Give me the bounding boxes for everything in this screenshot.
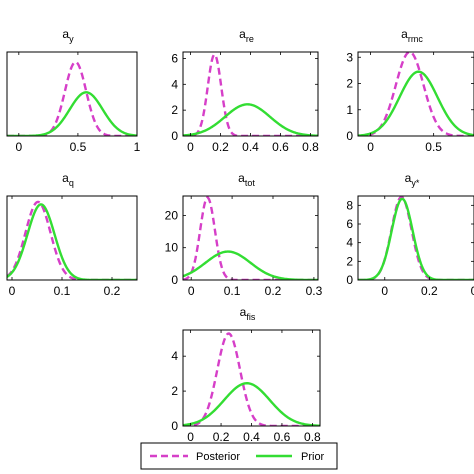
y-tick-label: 0 — [171, 273, 178, 287]
y-tick-label: 2 — [346, 77, 353, 91]
x-tick-label: 0.8 — [302, 140, 319, 154]
posterior-curve — [183, 53, 318, 136]
panel-title: ay — [62, 27, 74, 44]
y-tick-label: 0 — [346, 129, 353, 143]
y-tick-label: 0 — [171, 129, 178, 143]
x-tick-label: 0 — [381, 284, 388, 298]
prior-curve — [183, 103, 318, 136]
panel-title: atot — [238, 171, 255, 188]
y-tick-label: 2 — [346, 254, 353, 268]
posterior-curve — [7, 60, 137, 136]
legend-posterior-label: Posterior — [196, 451, 240, 463]
panel-title: afis — [240, 305, 256, 322]
panel-a-fis: 0 0.2 0.4 0.6 0.8 0 2 4 afis — [171, 305, 321, 444]
x-tick-label: 0 — [188, 284, 195, 298]
y-tick-label: 3 — [346, 50, 353, 64]
axes-frame — [182, 195, 319, 281]
x-tick-label: 0.2 — [104, 284, 121, 298]
x-tick-label: 0.6 — [272, 140, 289, 154]
prior-curve — [7, 91, 137, 136]
y-tick-label: 0 — [171, 419, 178, 433]
y-tick-label: 6 — [171, 51, 178, 65]
panel-title: are — [239, 27, 254, 44]
axes-frame — [182, 329, 321, 427]
x-tick-label: 0.5 — [425, 140, 442, 154]
y-tick-label: 1 — [346, 103, 353, 117]
x-tick-label: 0.5 — [70, 140, 87, 154]
prior-curve — [183, 250, 318, 280]
x-tick-label: 0.2 — [212, 140, 229, 154]
axes-frame — [6, 51, 138, 137]
y-tick-label: 2 — [171, 103, 178, 117]
y-tick-label: 0 — [346, 273, 353, 287]
x-tick-label: 0 — [9, 284, 16, 298]
posterior-curve — [7, 200, 137, 280]
axes-frame — [357, 195, 474, 281]
x-tick-label: 1 — [134, 140, 141, 154]
x-tick-label: 0.4 — [242, 140, 259, 154]
panel-title: ay* — [405, 171, 420, 188]
panel-a-rmc: 0 0.5 0 1 2 3 armc — [346, 27, 474, 154]
axes-frame — [6, 195, 138, 281]
x-tick-label: 0.8 — [304, 430, 321, 444]
prior-curve — [7, 203, 137, 280]
x-tick-label: 0.2 — [213, 430, 230, 444]
legend: Posterior Prior — [140, 442, 338, 470]
axes-frame — [182, 51, 319, 137]
panel-title: armc — [401, 27, 423, 44]
prior-curve — [183, 382, 320, 426]
panel-a-y: 0 0.5 1 ay — [6, 27, 141, 154]
x-tick-label: 0.1 — [224, 284, 241, 298]
posterior-curve — [183, 196, 318, 280]
y-tick-label: 20 — [165, 208, 179, 222]
y-tick-label: 4 — [171, 77, 178, 91]
y-tick-label: 4 — [346, 236, 353, 250]
prior-curve — [358, 197, 474, 280]
x-tick-label: 0 — [367, 140, 374, 154]
x-tick-label: 0 — [187, 430, 194, 444]
y-tick-label: 4 — [171, 349, 178, 363]
x-tick-label: 0.3 — [306, 284, 323, 298]
panel-a-re: 0 0.2 0.4 0.6 0.8 0 2 4 6 are — [171, 27, 319, 154]
posterior-curve — [358, 52, 474, 136]
y-tick-label: 2 — [171, 384, 178, 398]
y-tick-label: 8 — [346, 198, 353, 212]
panel-title: aq — [62, 171, 74, 188]
panel-a-tot: 0 0.1 0.2 0.3 0 10 20 atot — [165, 171, 323, 298]
x-tick-label: 0.4 — [243, 430, 260, 444]
legend-prior-label: Prior — [301, 451, 325, 463]
x-tick-label: 0.2 — [421, 284, 438, 298]
x-tick-label: 0.2 — [265, 284, 282, 298]
posterior-curve — [358, 196, 474, 280]
x-tick-label: 0 — [471, 284, 474, 298]
panel-a-ystar: 0 0.2 0 0 2 4 6 8 ay* — [346, 171, 474, 298]
x-tick-label: 0.6 — [274, 430, 291, 444]
x-tick-label: 0 — [15, 140, 22, 154]
x-tick-label: 0.1 — [54, 284, 71, 298]
x-tick-label: 0 — [187, 140, 194, 154]
posterior-curve — [183, 332, 320, 426]
y-tick-label: 6 — [346, 217, 353, 231]
axes-frame — [357, 51, 474, 137]
panel-a-q: 0 0.1 0.2 aq — [6, 171, 138, 298]
y-tick-label: 10 — [165, 241, 179, 255]
prior-curve — [358, 70, 474, 136]
